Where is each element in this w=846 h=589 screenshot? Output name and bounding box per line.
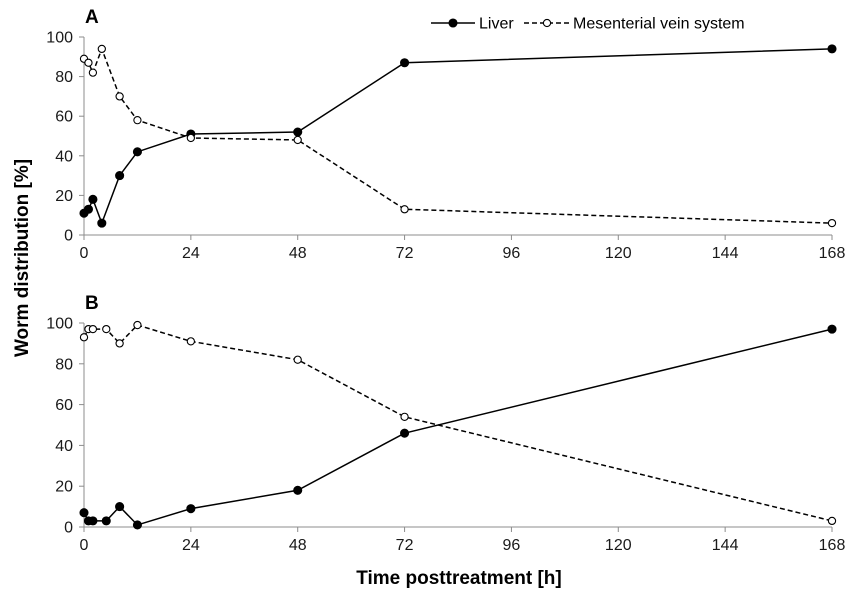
- data-point-liver: [400, 58, 410, 68]
- series-line-mesenterial-vein-system: [83, 46, 833, 224]
- data-point-liver: [83, 204, 94, 214]
- y-tick-label: 60: [55, 397, 73, 414]
- data-point-mesenterial-vein-system: [400, 205, 409, 214]
- data-point-liver: [115, 502, 125, 512]
- y-tick-label: 60: [55, 109, 73, 126]
- x-tick-label: 96: [503, 245, 521, 262]
- data-point-mesenterial-vein-system: [115, 92, 124, 101]
- y-tick-label: 100: [46, 30, 73, 47]
- data-point-mesenterial-vein-system: [186, 133, 196, 143]
- data-point-mesenterial-vein-system: [400, 412, 409, 421]
- data-point-liver: [88, 194, 98, 204]
- y-axis-title: Worm distribution [%]: [12, 159, 33, 357]
- data-point-liver: [115, 171, 125, 181]
- data-point-liver: [101, 516, 111, 526]
- y-tick-label: 100: [46, 316, 73, 333]
- data-point-liver: [293, 127, 303, 137]
- x-axis-title: Time posttreatment [h]: [356, 568, 562, 589]
- data-point-mesenterial-vein-system: [133, 116, 142, 125]
- y-tick-label: 20: [55, 188, 73, 205]
- legend-label-mesenterial-vein-system: Mesenterial vein system: [573, 16, 745, 33]
- x-tick-label: 0: [80, 537, 89, 554]
- x-tick-label: 168: [819, 537, 846, 554]
- y-tick-label: 20: [55, 479, 73, 496]
- series-line-liver: [83, 328, 833, 526]
- series-line-liver: [83, 48, 833, 226]
- data-point-mesenterial-vein-system: [827, 516, 837, 526]
- data-point-liver: [88, 516, 98, 526]
- data-point-liver: [400, 428, 410, 438]
- data-point-liver: [827, 44, 837, 54]
- data-point-mesenterial-vein-system: [97, 44, 106, 54]
- x-tick-label: 96: [503, 537, 521, 554]
- x-tick-label: 168: [819, 245, 846, 262]
- data-point-liver: [132, 147, 142, 157]
- panel-label: B: [85, 293, 99, 314]
- chart-panel-a: A 0 20 40 60 80 100 0 24 48 72 96 120 144 168: [46, 7, 845, 262]
- x-tick-label: 72: [396, 245, 414, 262]
- data-point-mesenterial-vein-system: [186, 337, 196, 346]
- y-tick-label: 0: [64, 228, 73, 245]
- data-point-liver: [827, 324, 837, 334]
- x-tick-label: 24: [182, 537, 200, 554]
- x-tick-label: 24: [182, 245, 200, 262]
- x-tick-label: 48: [289, 537, 307, 554]
- data-point-liver: [186, 504, 196, 514]
- data-point-mesenterial-vein-system: [88, 324, 98, 334]
- x-tick-label: 72: [396, 537, 414, 554]
- data-point-mesenterial-vein-system: [293, 355, 302, 364]
- x-tick-label: 120: [605, 245, 632, 262]
- data-point-liver: [293, 485, 303, 495]
- data-point-mesenterial-vein-system: [79, 333, 89, 342]
- legend: Liver Mesenterial vein system: [431, 16, 745, 33]
- legend-label-liver: Liver: [479, 16, 514, 33]
- data-point-mesenterial-vein-system: [102, 324, 111, 334]
- series-line-mesenterial-vein-system: [83, 324, 833, 522]
- data-point-mesenterial-vein-system: [293, 135, 302, 145]
- data-point-mesenterial-vein-system: [133, 320, 142, 330]
- y-tick-label: 40: [55, 148, 73, 165]
- data-point-mesenterial-vein-system: [827, 218, 837, 228]
- data-point-liver: [132, 520, 142, 530]
- x-tick-label: 144: [712, 245, 739, 262]
- data-point-mesenterial-vein-system: [84, 58, 93, 67]
- data-point-liver: [79, 508, 89, 518]
- legend-marker-liver: [448, 18, 458, 28]
- panel-label: A: [85, 7, 99, 28]
- x-tick-label: 48: [289, 245, 307, 262]
- data-point-mesenterial-vein-system: [88, 68, 98, 77]
- chart-panel-b: B 0 20 40 60 80 100 0 24 48 72 96 120 144 168: [46, 293, 845, 554]
- data-point-mesenterial-vein-system: [115, 339, 124, 348]
- x-tick-label: 120: [605, 537, 632, 554]
- x-tick-label: 144: [712, 537, 739, 554]
- legend-marker-mesenterial-vein-system: [542, 18, 552, 28]
- y-tick-label: 40: [55, 438, 73, 455]
- y-tick-label: 80: [55, 356, 73, 373]
- y-tick-label: 80: [55, 69, 73, 86]
- x-tick-label: 0: [80, 245, 89, 262]
- data-point-liver: [97, 218, 107, 228]
- y-tick-label: 0: [64, 520, 73, 537]
